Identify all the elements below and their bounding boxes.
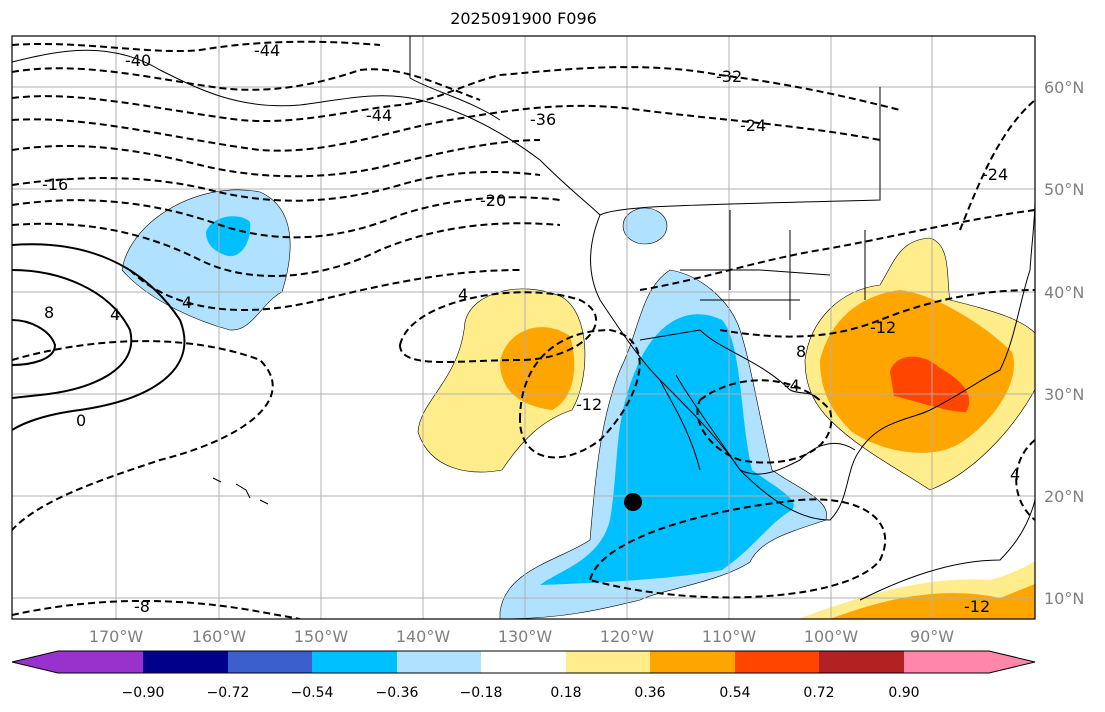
colorbar-tick: 0.36 [634, 685, 665, 701]
coastlines [12, 36, 1035, 601]
lat-label: 50°N [1044, 180, 1084, 199]
lon-label: 170°W [89, 627, 144, 646]
shade-orange-central [500, 327, 575, 410]
colorbar-segment [397, 651, 481, 673]
lon-label: 100°W [804, 627, 859, 646]
contour-label: 8 [796, 342, 806, 361]
contour-label: -12 [870, 318, 896, 337]
lat-label: 30°N [1044, 385, 1084, 404]
contour-label: -12 [964, 597, 990, 616]
colorbar-segment [735, 651, 819, 673]
contour-labels: -40 -44 -44 -32 -36 -24 -16 -20 -24 4 4 … [42, 41, 1020, 616]
colorbar-tick: −0.54 [291, 685, 334, 701]
contour-lines [12, 40, 1035, 619]
contour-label: -4 [784, 376, 800, 395]
map-frame [11, 35, 1036, 620]
longitude-labels: 170°W 160°W 150°W 140°W 130°W 120°W 110°… [89, 627, 954, 646]
contour-label: -36 [530, 110, 556, 129]
colorbar-tick: 0.90 [888, 685, 919, 701]
contour-label: -32 [716, 67, 742, 86]
contour-label: -16 [42, 175, 68, 194]
contour-label: 4 [458, 285, 468, 304]
colorbar: −0.90 −0.72 −0.54 −0.36 −0.18 0.18 0.36 … [11, 650, 1036, 701]
colorbar-segment [566, 651, 650, 673]
colorbar-segment [143, 651, 228, 673]
colorbar-tick: −0.18 [460, 685, 503, 701]
colorbar-tick: 0.18 [550, 685, 581, 701]
map-title: 2025091900 F096 [450, 9, 597, 28]
shade-blue-mexico [540, 314, 794, 585]
latitude-labels: 60°N 50°N 40°N 30°N 20°N 10°N [1044, 78, 1084, 608]
lon-label: 90°W [910, 627, 954, 646]
lat-label: 40°N [1044, 283, 1084, 302]
contour-label: 4 [110, 305, 120, 324]
contour-label: -24 [982, 165, 1008, 184]
contour-label: -44 [254, 41, 280, 60]
contour-label: -8 [134, 597, 150, 616]
lon-label: 130°W [498, 627, 553, 646]
lon-label: 150°W [294, 627, 349, 646]
contour-label: 4 [1010, 465, 1020, 484]
contour-label: -20 [480, 191, 506, 210]
lon-label: 140°W [396, 627, 451, 646]
colorbar-tick: −0.36 [376, 685, 419, 701]
contour-label: -44 [366, 106, 392, 125]
colorbar-extend-max [904, 651, 1035, 673]
colorbar-tick: −0.72 [207, 685, 250, 701]
shade-red-southeast [890, 356, 970, 412]
colorbar-segment [819, 651, 904, 673]
colorbar-tick: −0.90 [122, 685, 165, 701]
contour-label: -40 [125, 51, 151, 70]
lon-label: 120°W [600, 627, 655, 646]
location-marker [624, 493, 642, 511]
colorbar-extend-min [12, 651, 143, 673]
lat-label: 60°N [1044, 78, 1084, 97]
lat-label: 20°N [1044, 487, 1084, 506]
contour-label: -24 [740, 116, 766, 135]
lon-label: 110°W [702, 627, 757, 646]
lon-label: 160°W [192, 627, 247, 646]
shade-light-blue-nevada [622, 207, 668, 245]
colorbar-tick: 0.72 [803, 685, 834, 701]
shade-blue-pacific [206, 216, 251, 257]
colorbar-segment [228, 651, 312, 673]
contour-label: -12 [576, 395, 602, 414]
colorbar-tick: 0.54 [719, 685, 750, 701]
anomaly-shading [121, 189, 1035, 619]
colorbar-segment [650, 651, 735, 673]
contour-label: 0 [76, 411, 86, 430]
contour-label: 8 [44, 303, 54, 322]
colorbar-ticks: −0.90 −0.72 −0.54 −0.36 −0.18 0.18 0.36 … [122, 685, 920, 701]
colorbar-segment [481, 651, 566, 673]
colorbar-segment [312, 651, 397, 673]
lat-label: 10°N [1044, 589, 1084, 608]
contour-label: 4 [182, 293, 192, 312]
